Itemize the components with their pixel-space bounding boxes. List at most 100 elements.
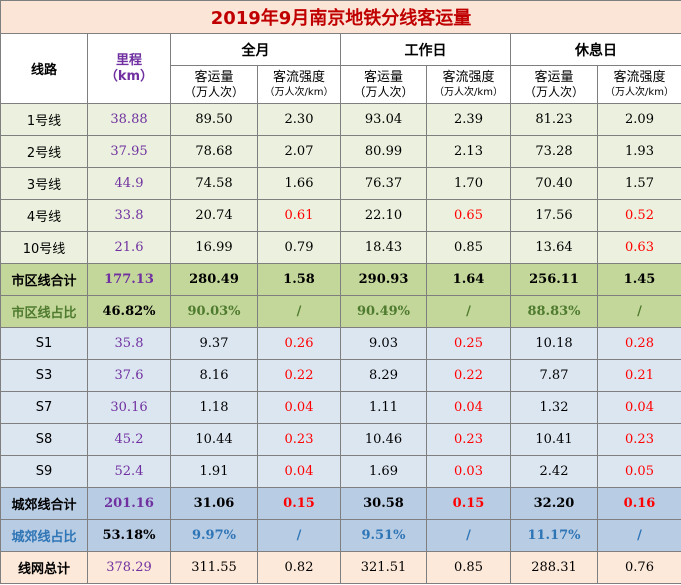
table-body: 1号线 38.88 89.50 2.30 93.04 2.39 81.23 2.09 2号线 37…	[0, 103, 681, 584]
volume-cell: 7.87	[510, 359, 598, 392]
header-sub-row: 客运量 （万人次） 客流强度 （万人次/km） 客运量 （万人次） 客流强度 （万人次/…	[0, 65, 681, 104]
line-name: 3号线	[0, 167, 88, 200]
intensity-cell: 0.65	[426, 199, 511, 232]
header-volume-label: 客运量	[363, 69, 403, 85]
volume-cell: 10.18	[510, 327, 598, 360]
intensity-cell: 0.04	[597, 391, 681, 424]
volume-cell: 9.97%	[170, 519, 258, 552]
volume-cell: 18.43	[340, 231, 427, 264]
intensity-cell: 0.23	[426, 423, 511, 456]
intensity-cell: 2.09	[597, 103, 681, 136]
volume-cell: 22.10	[340, 199, 427, 232]
table-row: S1 35.8 9.37 0.26 9.03 0.25 10.18 0.28	[0, 327, 681, 360]
volume-cell: 9.51%	[340, 519, 427, 552]
header-intensity-label: 客流强度	[272, 69, 325, 85]
intensity-cell: 2.07	[257, 135, 341, 168]
volume-cell: 17.56	[510, 199, 598, 232]
line-name: 城郊线占比	[0, 519, 88, 552]
intensity-cell: 2.39	[426, 103, 511, 136]
volume-cell: 311.55	[170, 551, 258, 584]
line-km: 177.13	[87, 263, 171, 296]
header-volume-unit: （万人次）	[353, 84, 414, 99]
line-km: 378.29	[87, 551, 171, 584]
volume-cell: 80.99	[340, 135, 427, 168]
intensity-cell: 0.04	[257, 455, 341, 488]
intensity-cell: 2.30	[257, 103, 341, 136]
volume-cell: 290.93	[340, 263, 427, 296]
header-intensity-unit: （万人次/km）	[605, 86, 674, 98]
line-name: S7	[0, 391, 88, 424]
volume-cell: 1.11	[340, 391, 427, 424]
volume-cell: 288.31	[510, 551, 598, 584]
volume-cell: 78.68	[170, 135, 258, 168]
table-row: 1号线 38.88 89.50 2.30 93.04 2.39 81.23 2.09	[0, 103, 681, 136]
volume-cell: 9.03	[340, 327, 427, 360]
volume-cell: 1.91	[170, 455, 258, 488]
line-name: 市区线占比	[0, 295, 88, 328]
line-km: 35.8	[87, 327, 171, 360]
table-row: 4号线 33.8 20.74 0.61 22.10 0.65 17.56 0.52	[0, 199, 681, 232]
volume-cell: 11.17%	[510, 519, 598, 552]
intensity-cell: 0.85	[426, 231, 511, 264]
header-group-restday: 休息日	[510, 33, 681, 66]
header-intensity-label: 客流强度	[613, 69, 666, 85]
table-row: 市区线占比 46.82% 90.03%/90.49%/88.83% /	[0, 295, 681, 328]
header-intensity: 客流强度 （万人次/km）	[597, 65, 681, 104]
header-km-label: 里程	[115, 52, 142, 68]
line-name: 2号线	[0, 135, 88, 168]
table-row: 城郊线合计 201.16 31.06 0.15 30.58 0.15 32.20 0.16	[0, 487, 681, 520]
intensity-cell: 0.04	[426, 391, 511, 424]
line-name: 4号线	[0, 199, 88, 232]
intensity-cell: 0.52	[597, 199, 681, 232]
header-intensity: 客流强度 （万人次/km）	[257, 65, 341, 104]
volume-cell: 31.06	[170, 487, 258, 520]
line-km: 37.6	[87, 359, 171, 392]
header-intensity-unit: （万人次/km）	[264, 86, 334, 98]
volume-cell: 2.42	[510, 455, 598, 488]
intensity-cell: 0.85	[426, 551, 511, 584]
intensity-cell: 2.13	[426, 135, 511, 168]
header-line: 线路	[0, 33, 88, 104]
volume-cell: 70.40	[510, 167, 598, 200]
line-km: 38.88	[87, 103, 171, 136]
header-group-month: 全月	[170, 33, 341, 66]
volume-cell: 1.18	[170, 391, 258, 424]
header-volume-label: 客运量	[194, 69, 234, 85]
volume-cell: 280.49	[170, 263, 258, 296]
line-name: S8	[0, 423, 88, 456]
header-km: 里程 （km）	[87, 33, 171, 104]
volume-cell: 88.83%	[510, 295, 598, 328]
volume-cell: 16.99	[170, 231, 258, 264]
line-km: 33.8	[87, 199, 171, 232]
intensity-cell: /	[426, 295, 511, 328]
volume-cell: 74.58	[170, 167, 258, 200]
volume-cell: 81.23	[510, 103, 598, 136]
table-row: S9 52.4 1.91 0.04 1.69 0.03 2.42 0.05	[0, 455, 681, 488]
intensity-cell: /	[257, 295, 341, 328]
table-row: 市区线合计 177.13 280.49 1.58 290.93 1.64 256.11 1.4…	[0, 263, 681, 296]
line-name: 线网总计	[0, 551, 88, 584]
intensity-cell: 1.93	[597, 135, 681, 168]
intensity-cell: 1.70	[426, 167, 511, 200]
volume-cell: 321.51	[340, 551, 427, 584]
intensity-cell: 0.23	[257, 423, 341, 456]
line-km: 46.82%	[87, 295, 171, 328]
intensity-cell: 1.58	[257, 263, 341, 296]
volume-cell: 9.37	[170, 327, 258, 360]
title-row: 2019年9月南京地铁分线客运量	[0, 0, 681, 34]
line-km: 37.95	[87, 135, 171, 168]
header-intensity-unit: （万人次/km）	[434, 86, 503, 98]
intensity-cell: 0.22	[257, 359, 341, 392]
table-row: S8 45.2 10.44 0.23 10.46 0.23 10.41 0.23	[0, 423, 681, 456]
intensity-cell: 0.04	[257, 391, 341, 424]
intensity-cell: 1.66	[257, 167, 341, 200]
intensity-cell: 0.63	[597, 231, 681, 264]
header-group-workday: 工作日	[340, 33, 511, 66]
table-row: 2号线 37.95 78.68 2.07 80.99 2.13 73.28 1.93	[0, 135, 681, 168]
intensity-cell: 0.26	[257, 327, 341, 360]
volume-cell: 32.20	[510, 487, 598, 520]
table-title: 2019年9月南京地铁分线客运量	[0, 0, 681, 34]
volume-cell: 93.04	[340, 103, 427, 136]
intensity-cell: 0.15	[426, 487, 511, 520]
line-name: 城郊线合计	[0, 487, 88, 520]
